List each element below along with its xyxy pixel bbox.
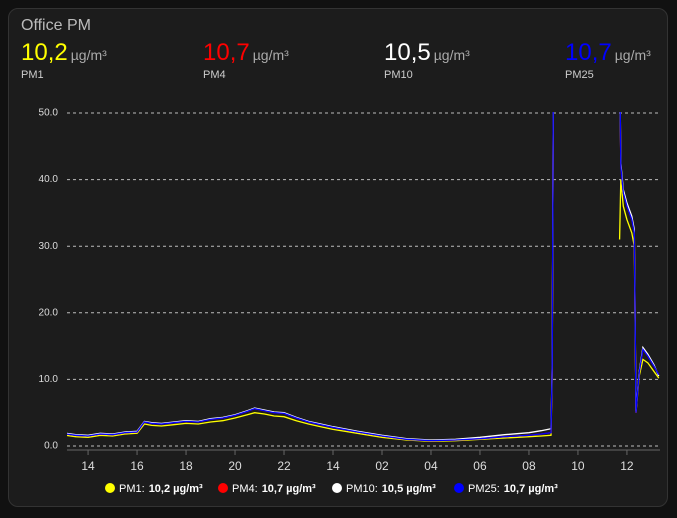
x-tick-label: 10 — [571, 459, 585, 473]
y-tick-label: 40.0 — [39, 174, 59, 185]
legend-name: PM4: — [232, 483, 258, 495]
x-tick-label: 02 — [375, 459, 389, 473]
series-line — [67, 112, 660, 442]
legend-label: PM4: 10,7 µg/m³ — [232, 483, 316, 495]
series-line — [67, 112, 660, 442]
legend-dot — [332, 483, 342, 493]
x-tick-label: 18 — [179, 459, 193, 473]
legend-name: PM1: — [119, 483, 145, 495]
x-tick-label: 08 — [522, 459, 536, 473]
y-tick-label: 10.0 — [39, 374, 59, 385]
sensor: 10,7 µg/m³ PM4 — [203, 39, 289, 81]
sensor-value: 10,7 — [565, 39, 612, 66]
y-tick-label: 50.0 — [39, 108, 59, 119]
legend-dot — [105, 483, 115, 493]
x-tick-label: 14 — [81, 459, 95, 473]
card-title: Office PM — [21, 17, 91, 34]
sensor-value: 10,7 — [203, 39, 250, 66]
sensor: 10,5 µg/m³ PM10 — [384, 39, 470, 81]
x-tick-label: 06 — [473, 459, 487, 473]
x-tick-label: 14 — [326, 459, 340, 473]
sensor-unit: µg/m³ — [252, 47, 289, 63]
x-tick-label: 22 — [277, 459, 291, 473]
legend-dot — [218, 483, 228, 493]
legend-dot — [454, 483, 464, 493]
sensor-unit: µg/m³ — [433, 47, 470, 63]
sensor-value: 10,5 — [384, 39, 431, 66]
legend-name: PM25: — [468, 483, 500, 495]
legend-value: 10,7 µg/m³ — [504, 483, 558, 495]
x-tick-label: 16 — [130, 459, 144, 473]
y-tick-label: 30.0 — [39, 241, 59, 252]
x-tick-label: 12 — [620, 459, 634, 473]
x-tick-label: 20 — [228, 459, 242, 473]
series-line — [67, 112, 660, 441]
sensor-name: PM1 — [21, 69, 44, 81]
sensor-value: 10,2 — [21, 39, 68, 66]
sensor-name: PM25 — [565, 69, 594, 81]
legend-value: 10,2 µg/m³ — [149, 483, 203, 495]
legend-label: PM1: 10,2 µg/m³ — [119, 483, 203, 495]
legend-value: 10,7 µg/m³ — [262, 483, 316, 495]
sensor: 10,2 µg/m³ PM1 — [21, 39, 107, 81]
card: Office PM 10,2 µg/m³ PM1 10,7 µg/m³ PM4 10,5 µg… — [8, 8, 668, 507]
y-tick-label: 0.0 — [44, 441, 58, 452]
sensor-name: PM10 — [384, 69, 413, 81]
legend-label: PM25: 10,7 µg/m³ — [468, 483, 558, 495]
sensor-name: PM4 — [203, 69, 226, 81]
legend-value: 10,5 µg/m³ — [382, 483, 436, 495]
legend-name: PM10: — [346, 483, 378, 495]
series-line — [67, 112, 660, 442]
sensor: 10,7 µg/m³ PM25 — [565, 39, 651, 81]
x-tick-label: 04 — [424, 459, 438, 473]
sensor-unit: µg/m³ — [70, 47, 107, 63]
sensor-unit: µg/m³ — [614, 47, 651, 63]
legend-label: PM10: 10,5 µg/m³ — [346, 483, 436, 495]
y-tick-label: 20.0 — [39, 307, 59, 318]
